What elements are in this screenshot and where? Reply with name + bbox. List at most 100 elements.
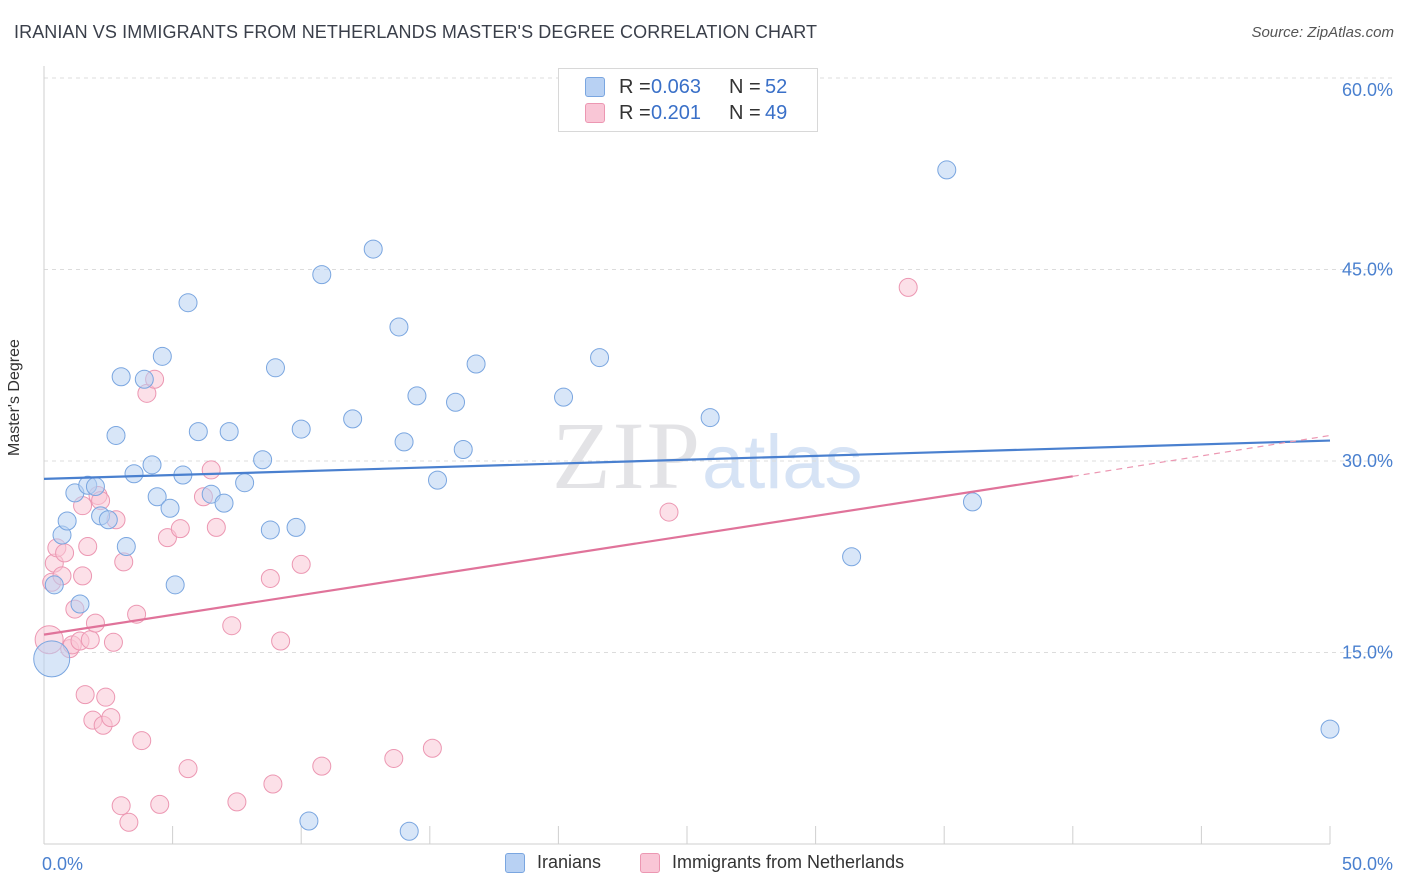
- point-iranians: [842, 547, 862, 567]
- series-legend: Iranians Immigrants from Netherlands: [0, 852, 1406, 878]
- point-netherlands: [178, 759, 198, 779]
- point-netherlands: [111, 796, 131, 816]
- y-tick-label: 30.0%: [1342, 451, 1393, 471]
- point-iranians: [165, 575, 185, 595]
- point-netherlands: [201, 460, 221, 480]
- legend-label: Iranians: [537, 852, 602, 872]
- r-value: 0.201: [651, 101, 702, 124]
- point-iranians: [57, 511, 77, 531]
- point-iranians: [363, 239, 383, 259]
- point-iranians: [962, 492, 982, 512]
- gridlines: [44, 77, 1395, 653]
- point-iranians: [147, 487, 167, 507]
- point-iranians: [446, 392, 466, 412]
- tick-labels: 15.0% 30.0% 45.0% 60.0% 0.0% 50.0%: [42, 80, 1393, 874]
- point-iranians: [142, 455, 162, 475]
- n-label: N =: [729, 101, 761, 124]
- point-iranians: [214, 493, 234, 513]
- point-netherlands: [73, 566, 93, 586]
- point-iranians: [299, 811, 319, 831]
- point-netherlands: [271, 631, 291, 651]
- n-label: N =: [729, 75, 761, 98]
- point-iranians: [106, 425, 126, 445]
- legend-label: Immigrants from Netherlands: [672, 852, 905, 872]
- point-iranians: [453, 440, 473, 460]
- point-iranians: [291, 419, 311, 439]
- axes: [43, 66, 1331, 845]
- point-netherlands: [659, 502, 679, 522]
- stats-legend-row-iranians: R = 0.063 N = 52: [585, 74, 787, 100]
- point-iranians: [700, 408, 720, 428]
- point-netherlands: [222, 616, 242, 636]
- iranians-swatch: [505, 852, 525, 873]
- netherlands-swatch: [585, 103, 605, 123]
- point-iranians: [219, 422, 239, 442]
- point-iranians: [389, 317, 409, 337]
- trend-iranians: [43, 439, 1331, 480]
- point-iranians: [134, 369, 154, 389]
- point-netherlands: [263, 774, 283, 794]
- legend-item-iranians[interactable]: Iranians: [505, 852, 601, 873]
- legend-item-netherlands[interactable]: Immigrants from Netherlands: [640, 852, 904, 873]
- r-value: 0.063: [651, 75, 702, 98]
- point-iranians: [98, 510, 118, 530]
- point-iranians: [407, 386, 427, 406]
- point-iranians: [394, 432, 414, 452]
- point-iranians: [178, 293, 198, 313]
- point-iranians: [188, 422, 208, 442]
- x-tick-label-min: 0.0%: [42, 854, 83, 874]
- y-axis-label: Master's Degree: [6, 339, 23, 456]
- point-iranians: [428, 470, 448, 490]
- point-netherlands: [96, 687, 116, 707]
- point-netherlands: [206, 517, 226, 537]
- watermark-atlas: atlas: [702, 420, 863, 505]
- stats-legend: R = 0.063 N = 52 R = 0.201 N = 49: [558, 68, 818, 132]
- n-value: 52: [765, 75, 788, 98]
- point-netherlands: [75, 685, 95, 705]
- chart-title: IRANIAN VS IMMIGRANTS FROM NETHERLANDS M…: [14, 22, 818, 42]
- point-iranians: [554, 387, 574, 407]
- point-netherlands: [80, 630, 100, 650]
- point-iranians: [466, 354, 486, 374]
- n-value: 49: [765, 101, 788, 124]
- point-iranians: [253, 450, 273, 470]
- netherlands-swatch: [640, 852, 660, 873]
- point-netherlands: [78, 537, 98, 557]
- point-iranians: [286, 517, 306, 537]
- point-iranians: [1320, 719, 1340, 739]
- point-netherlands: [85, 613, 105, 633]
- point-netherlands: [119, 812, 139, 832]
- point-iranians: [937, 160, 957, 180]
- point-iranians: [33, 640, 71, 678]
- r-label: R =: [619, 75, 651, 98]
- stats-legend-row-netherlands: R = 0.201 N = 49: [585, 100, 787, 126]
- point-iranians: [44, 575, 64, 595]
- iranians-swatch: [585, 77, 605, 97]
- y-tick-label: 15.0%: [1342, 643, 1393, 663]
- point-iranians: [152, 346, 172, 366]
- point-netherlands: [227, 792, 247, 812]
- point-netherlands: [170, 519, 190, 539]
- point-netherlands: [55, 543, 75, 563]
- point-iranians: [590, 348, 610, 368]
- trend-netherlands: [43, 475, 1073, 636]
- point-netherlands: [260, 568, 280, 588]
- point-iranians: [312, 265, 332, 285]
- y-tick-label: 45.0%: [1342, 260, 1393, 280]
- trend-netherlands-extrapolated: [1072, 434, 1331, 477]
- point-iranians: [343, 409, 363, 429]
- point-iranians: [111, 367, 131, 387]
- point-iranians: [235, 473, 255, 493]
- point-netherlands: [132, 731, 152, 751]
- point-netherlands: [384, 748, 404, 768]
- point-iranians: [260, 520, 280, 540]
- point-iranians: [116, 537, 136, 557]
- data-points: [33, 160, 1340, 841]
- point-netherlands: [291, 554, 311, 574]
- point-netherlands: [422, 738, 442, 758]
- point-netherlands: [101, 708, 121, 728]
- source-credit: Source: ZipAtlas.com: [1251, 24, 1394, 41]
- r-label: R =: [619, 101, 651, 124]
- y-tick-label: 60.0%: [1342, 80, 1393, 100]
